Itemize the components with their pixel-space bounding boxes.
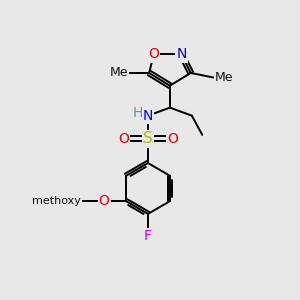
- Text: O: O: [99, 194, 110, 208]
- Text: methoxy: methoxy: [32, 196, 81, 206]
- Text: S: S: [143, 131, 153, 146]
- Text: O: O: [167, 132, 178, 146]
- Text: O: O: [118, 132, 129, 146]
- Text: F: F: [144, 229, 152, 243]
- Text: H: H: [132, 106, 143, 120]
- Text: N: N: [176, 47, 187, 61]
- Text: N: N: [143, 109, 153, 123]
- Text: Me: Me: [215, 71, 233, 84]
- Text: O: O: [148, 47, 159, 61]
- Text: Me: Me: [110, 67, 128, 80]
